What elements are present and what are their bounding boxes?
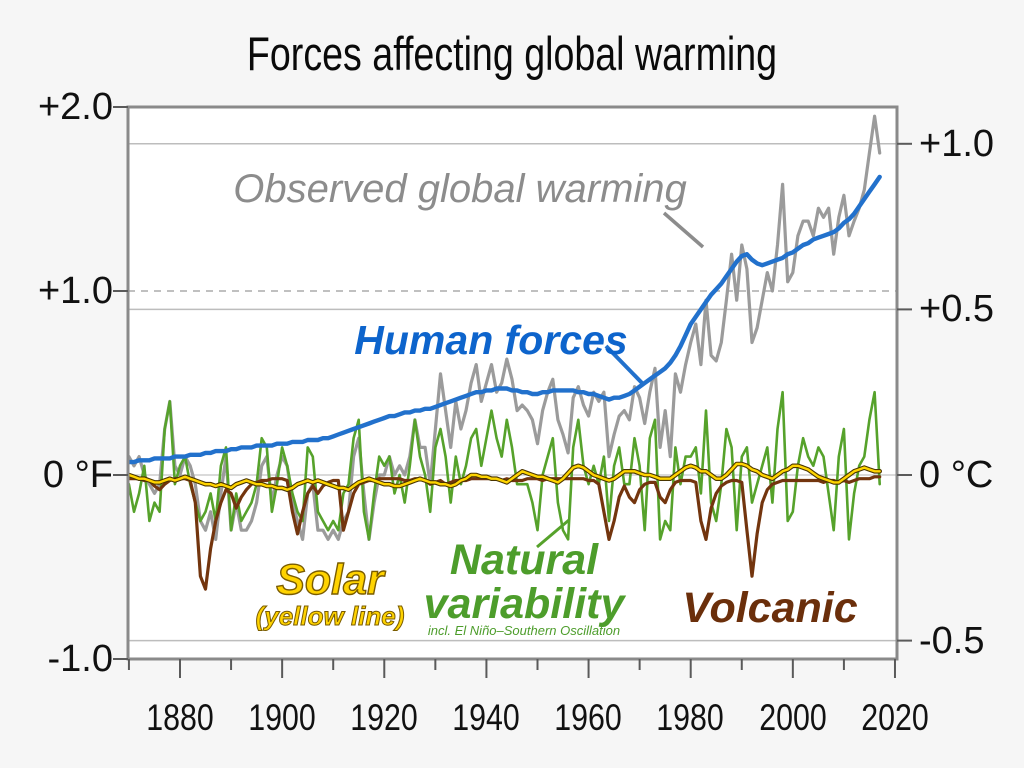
volcanic-series-label: Volcanic: [682, 584, 858, 632]
y-left-tick-label-1.0: +1.0: [37, 270, 113, 312]
natural-series-sublabel: incl. El Niño–Southern Oscillation: [427, 623, 621, 638]
chart-title: Forces affecting global warming: [246, 27, 778, 80]
observed-series-label: Observed global warming: [233, 167, 687, 211]
frame-layer: [113, 105, 912, 678]
y-right-tick-label-0.5: +0.5: [919, 288, 995, 330]
y-right-tick-label-1.0: +1.0: [919, 123, 995, 165]
series-layer: [126, 114, 883, 591]
y-left-tick-label-0F: 0 °F: [42, 454, 113, 496]
x-tick-label-1940: 1940: [452, 697, 520, 738]
y-right-tick-label-0C: 0 °C: [919, 454, 994, 496]
x-tick-label-1880: 1880: [146, 697, 214, 738]
callout-layer: [536, 211, 705, 549]
observed-callout-line: [662, 211, 705, 249]
solar-line: [127, 462, 881, 491]
human-series-label: Human forces: [354, 317, 628, 363]
x-tick-label-1980: 1980: [656, 697, 724, 738]
solar-series-sublabel: (yellow line): [255, 601, 405, 632]
x-tick-label-1920: 1920: [350, 697, 418, 738]
x-tick-label-1900: 1900: [248, 697, 316, 738]
observed-line: [127, 114, 882, 542]
natural-callout-line: [536, 518, 570, 549]
natural-line: [127, 390, 882, 541]
y-left-tick-label-2.0: +2.0: [37, 86, 113, 128]
plot-frame: [126, 105, 899, 661]
human-line: [126, 174, 882, 465]
y-right-tick-label--0.5: -0.5: [919, 620, 985, 662]
x-tick-label-2020: 2020: [861, 697, 929, 738]
solar-series-label: Solar: [276, 555, 385, 604]
human-callout-line: [604, 344, 645, 386]
natural-series-label-line1: Natural: [449, 536, 599, 584]
natural-series-label-line2: variability: [423, 580, 625, 628]
y-left-tick-label--1.0: -1.0: [47, 638, 113, 680]
x-tick-label-2000: 2000: [759, 697, 827, 738]
x-tick-label-1960: 1960: [554, 697, 622, 738]
